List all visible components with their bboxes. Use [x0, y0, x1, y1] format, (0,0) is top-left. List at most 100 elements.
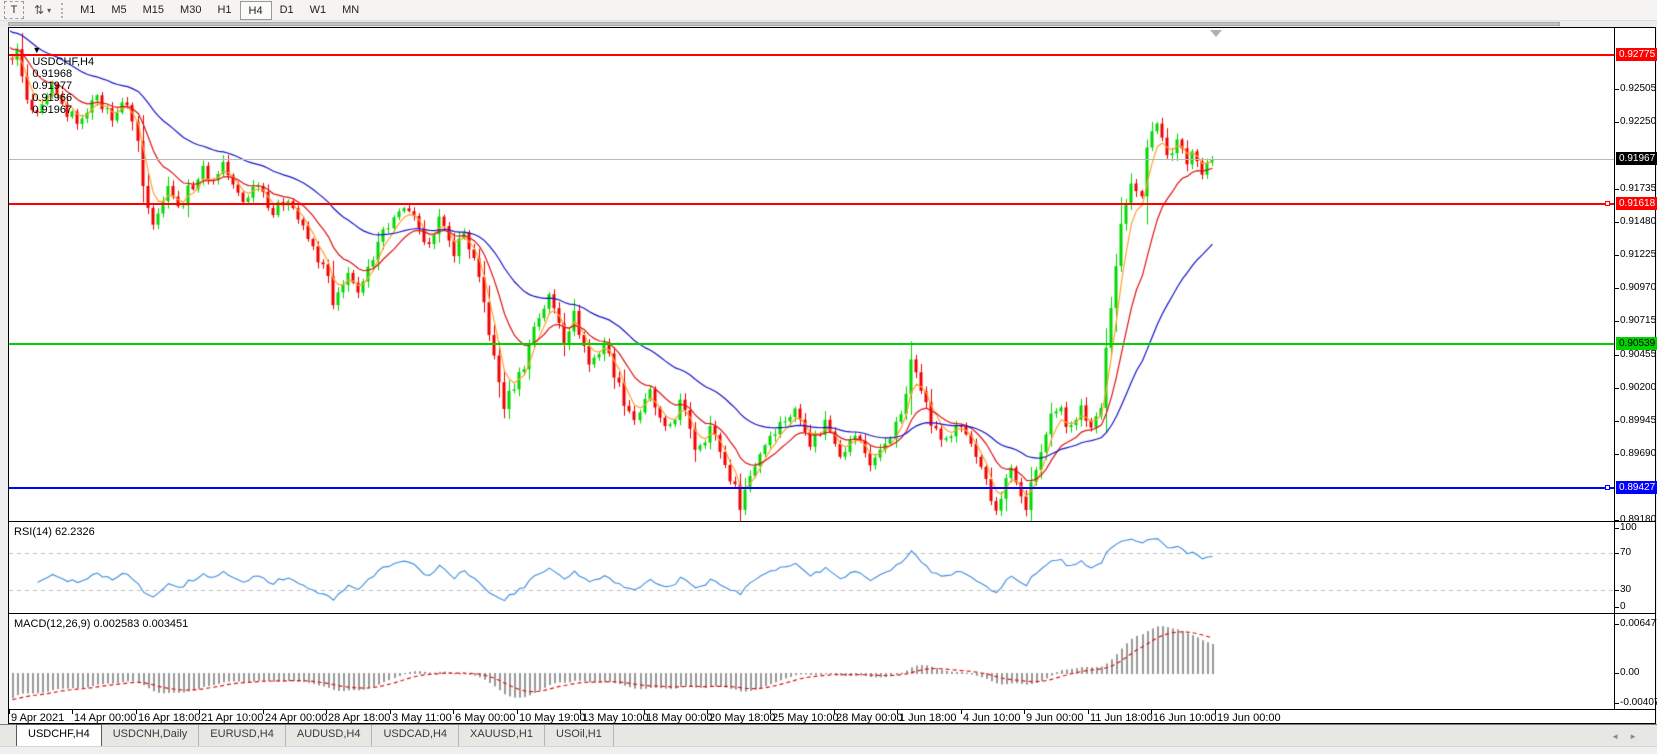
date-tick	[834, 710, 835, 714]
level-price-tag: 0.89427	[1616, 481, 1657, 494]
timeframe-button-group: M1 M5 M15 M30 H1 H4 D1 W1 MN	[72, 0, 367, 20]
horizontal-level-line[interactable]	[9, 54, 1614, 56]
chart-horizontal-scrollbar[interactable]	[0, 21, 1657, 27]
rsi-canvas[interactable]	[9, 523, 1614, 613]
timeframe-button-d1[interactable]: D1	[279, 3, 294, 16]
level-price-tag: 0.91618	[1616, 197, 1657, 210]
timeframe-button-h1[interactable]: H1	[217, 3, 232, 16]
price-tick-label: 0.92505	[1614, 83, 1657, 94]
chart-title: ▼ USDCHF,H4 0.91968 0.91977 0.91966 0.91…	[14, 32, 98, 128]
date-label: 16 Apr 18:00	[138, 712, 201, 724]
timeframe-button-m1[interactable]: M1	[80, 3, 96, 16]
date-label: 18 May 00:00	[646, 712, 713, 724]
price-tick-label: 0.91480	[1614, 216, 1657, 227]
chart-tab-usdcad-h4[interactable]: USDCAD,H4	[372, 725, 460, 746]
scrollbar-thumb[interactable]	[8, 22, 1560, 26]
level-price-tag: 0.90539	[1616, 337, 1657, 350]
price-tick-label: 0.89945	[1614, 415, 1657, 426]
arrow-objects-icon[interactable]: ⇅	[34, 3, 45, 17]
date-label: 21 Apr 10:00	[201, 712, 264, 724]
date-tick	[1215, 710, 1216, 714]
date-label: 28 May 00:00	[836, 712, 903, 724]
date-tick	[199, 710, 200, 714]
price-tick-label: 0.90200	[1614, 382, 1657, 393]
price-tick-label: 0.92250	[1614, 116, 1657, 127]
chart-tabs: USDCHF,H4 USDCNH,Daily EURUSD,H4 AUDUSD,H4 U…	[16, 724, 614, 746]
panel-separator[interactable]	[9, 521, 1655, 522]
chart-tabbar: USDCHF,H4 USDCNH,Daily EURUSD,H4 AUDUSD,H4 U…	[0, 724, 1657, 746]
date-tick	[390, 710, 391, 714]
macd-label: MACD(12,26,9) 0.002583 0.003451	[14, 618, 189, 630]
ohlc-low: 0.91966	[32, 92, 73, 104]
date-tick	[136, 710, 137, 714]
ohlc-high: 0.91977	[32, 80, 73, 92]
chart-tab-eurusd-h4[interactable]: EURUSD,H4	[199, 725, 286, 746]
date-label: 19 Jun 00:00	[1217, 712, 1281, 724]
date-tick	[580, 710, 581, 714]
rsi-scale-label: 70	[1614, 547, 1632, 558]
date-label: 13 May 10:00	[582, 712, 649, 724]
date-tick	[9, 710, 10, 714]
date-label: 1 Jun 18:00	[899, 712, 957, 724]
rsi-label: RSI(14) 62.2326	[14, 526, 95, 538]
line-handle[interactable]	[1605, 201, 1610, 206]
date-tick	[897, 710, 898, 714]
tab-scroll-arrows: ◄►	[1611, 732, 1647, 741]
timeframe-button-h4[interactable]: H4	[239, 0, 272, 20]
text-tool-icon: T	[10, 4, 18, 16]
date-label: 24 Apr 00:00	[265, 712, 328, 724]
date-label: 4 Jun 10:00	[963, 712, 1021, 724]
date-tick	[1024, 710, 1025, 714]
price-tick-label: 0.90715	[1614, 315, 1657, 326]
date-label: 25 May 10:00	[772, 712, 839, 724]
tab-scroll-right-icon[interactable]: ►	[1629, 732, 1647, 741]
chart-tab-usdcnh-daily[interactable]: USDCNH,Daily	[102, 725, 200, 746]
price-tick-label: 0.89690	[1614, 448, 1657, 459]
timeframe-button-m5[interactable]: M5	[111, 3, 127, 16]
horizontal-level-line[interactable]	[9, 487, 1614, 489]
chart-tab-audusd-h4[interactable]: AUDUSD,H4	[286, 725, 373, 746]
horizontal-level-line[interactable]	[9, 343, 1614, 345]
date-tick	[707, 710, 708, 714]
date-label: 6 May 00:00	[455, 712, 516, 724]
main-chart-canvas[interactable]	[9, 28, 1614, 521]
date-label: 20 May 18:00	[709, 712, 776, 724]
price-tick-label: 0.91225	[1614, 249, 1657, 260]
date-tick	[453, 710, 454, 714]
date-tick	[1151, 710, 1152, 714]
text-label-tool-button[interactable]: T	[4, 1, 24, 19]
timeframe-button-m30[interactable]: M30	[180, 3, 202, 16]
chart-tab-xauusd-h1[interactable]: XAUUSD,H1	[459, 725, 545, 746]
macd-scale-label: 0.006477	[1615, 618, 1657, 629]
ohlc-close: 0.91967	[32, 104, 73, 116]
timeframe-button-mn[interactable]: MN	[342, 3, 360, 16]
date-label: 16 Jun 10:00	[1153, 712, 1217, 724]
date-label: 28 Apr 18:00	[328, 712, 391, 724]
date-tick	[1088, 710, 1089, 714]
date-tick	[326, 710, 327, 714]
tab-scroll-left-icon[interactable]: ◄	[1611, 732, 1630, 741]
chart-shift-marker-icon[interactable]	[1210, 30, 1222, 37]
chart-dropdown-icon[interactable]: ▼	[32, 45, 42, 55]
date-tick	[72, 710, 73, 714]
line-handle[interactable]	[1605, 485, 1610, 490]
panel-separator[interactable]	[9, 613, 1655, 614]
tabbar-lead	[0, 725, 16, 746]
horizontal-level-line[interactable]	[9, 203, 1614, 205]
timeframe-button-w1[interactable]: W1	[309, 3, 327, 16]
price-tick-label: 0.89180	[1614, 514, 1657, 525]
timeframe-button-m15[interactable]: M15	[142, 3, 165, 16]
date-label: 3 May 11:00	[392, 712, 452, 724]
date-label: 11 Jun 18:00	[1090, 712, 1153, 724]
toolbar-grip[interactable]	[61, 2, 65, 18]
date-tick	[961, 710, 962, 714]
chart-tab-usdchf-h4[interactable]: USDCHF,H4	[16, 724, 102, 746]
chart-tab-usoil-h1[interactable]: USOil,H1	[545, 725, 614, 746]
level-price-tag: 0.92775	[1616, 48, 1657, 61]
date-label: 9 Jun 00:00	[1026, 712, 1084, 724]
macd-canvas[interactable]	[9, 615, 1614, 709]
dropdown-caret-icon[interactable]: ▾	[47, 5, 52, 15]
rsi-scale-label: 30	[1614, 584, 1632, 595]
ohlc-open: 0.91968	[32, 68, 73, 80]
